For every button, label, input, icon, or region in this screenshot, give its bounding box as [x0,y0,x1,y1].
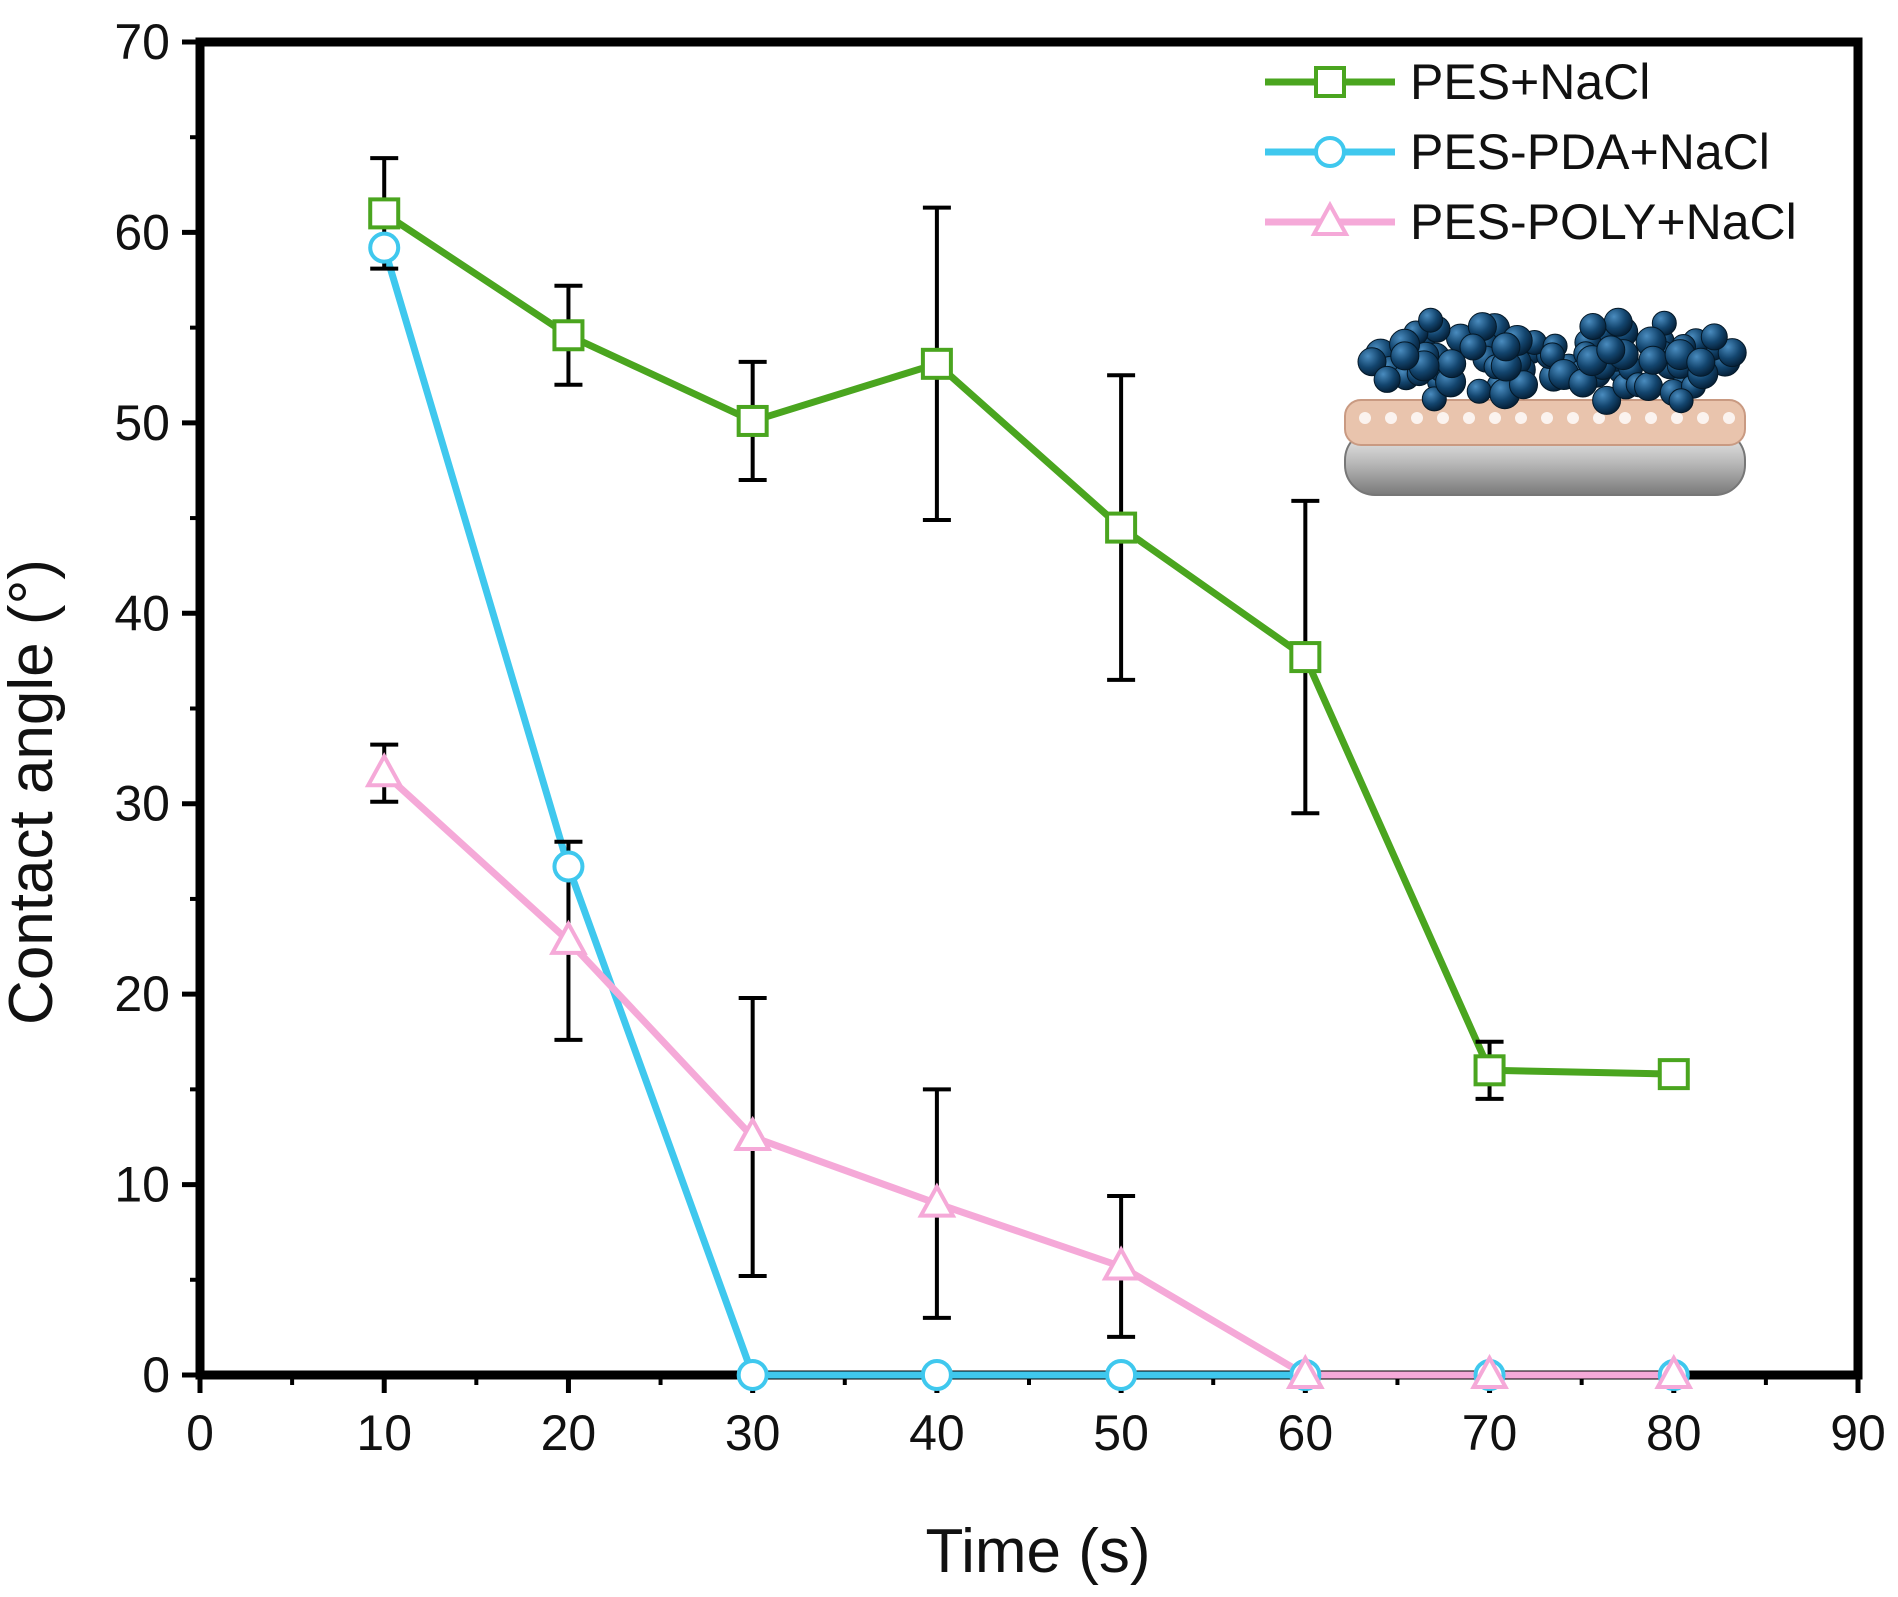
legend-marker [1310,200,1350,236]
x-tick-label: 10 [356,1405,412,1461]
y-tick-label: 30 [114,776,170,832]
y-axis-title: Contact angle (°) [0,559,66,1025]
axes: 0 10 20 30 40 50 60 70 80 90 0 10 20 30 40 50 60 70 [114,14,1885,1461]
y-tick-label: 40 [114,585,170,641]
particle-sphere [1418,307,1444,333]
particle-sphere [1717,338,1747,368]
particle-sphere [1491,332,1521,362]
data-point [364,752,404,788]
data-point [549,919,588,955]
particle-sphere [1596,335,1626,365]
data-point [1473,1054,1506,1087]
membrane-pore [1593,412,1605,424]
particle-sphere [1638,345,1668,375]
series-2 [381,770,1674,1379]
particle-sphere [1459,333,1487,361]
data-point [1105,511,1138,544]
legend-marker [1314,136,1346,168]
legend-label: PES-PDA+NaCl [1410,124,1770,180]
data-point [917,1182,957,1218]
data-point [1101,1245,1141,1281]
x-tick-label: 0 [186,1405,214,1461]
data-point [736,404,769,437]
error-bars-0 [370,156,1504,1101]
particle-sphere [1603,307,1633,337]
membrane-pore [1411,412,1423,424]
data-point [552,850,585,883]
particle-sphere [1390,341,1420,371]
y-tick-label: 70 [114,14,170,70]
membrane-pore [1463,412,1475,424]
data-point [368,231,401,264]
y-tick-label: 0 [142,1347,170,1403]
y-tick-label: 60 [114,204,170,260]
membrane-pore [1567,412,1579,424]
membrane-pore [1697,412,1709,424]
y-tick-label: 50 [114,395,170,451]
x-tick-label: 20 [541,1405,597,1461]
legend-label: PES-POLY+NaCl [1410,194,1797,250]
y-tick-label: 20 [114,966,170,1022]
x-tick-label: 30 [725,1405,781,1461]
data-point [920,1359,953,1391]
legend-marker [1314,66,1346,98]
membrane-pore [1359,412,1371,424]
data-point [1654,1353,1694,1389]
membrane-schematic-inset [1344,307,1747,496]
particle-sphere [1700,323,1728,351]
series-line [381,770,1674,1379]
membrane-pore [1723,412,1735,424]
data-point [920,347,953,380]
membrane-pore [1645,412,1657,424]
particle-sphere [1634,372,1663,401]
markers-2 [364,752,1694,1389]
membrane-pore [1515,412,1527,424]
particle-sphere [1579,313,1607,340]
data-point [733,1115,773,1151]
series-line [382,210,1674,1078]
particle-sphere [1466,378,1492,404]
data-point [552,319,585,352]
membrane-pore [1385,412,1397,424]
x-tick-label: 40 [909,1405,965,1461]
membrane-pore [1619,412,1631,424]
data-point [1470,1353,1509,1389]
membrane-pore [1489,412,1501,424]
data-point [1285,1353,1325,1389]
membrane-pore [1541,412,1553,424]
data-point [1289,641,1322,674]
legend-label: PES+NaCl [1410,54,1650,110]
particle-sphere [1592,385,1622,415]
series-0 [382,210,1674,1078]
membrane-pore [1671,412,1683,424]
error-bars-2 [370,742,1136,1339]
x-tick-label: 80 [1646,1405,1702,1461]
data-series [364,156,1694,1391]
particle-sphere [1668,388,1694,414]
markers-0 [368,197,1690,1091]
legend: PES+NaCl PES-PDA+NaCl PES-POLY+NaCl [1265,54,1797,250]
data-point [736,1359,769,1391]
particle-sphere [1373,365,1401,393]
data-point [1105,1359,1138,1391]
x-tick-label: 90 [1830,1405,1886,1461]
x-tick-label: 60 [1278,1405,1334,1461]
particle-sphere [1509,370,1538,400]
data-point [368,197,401,230]
x-tick-label: 70 [1462,1405,1518,1461]
particle-sphere [1686,347,1716,377]
x-axis-title: Time (s) [926,1517,1151,1586]
membrane-pore [1437,412,1449,424]
data-point [1657,1058,1690,1091]
x-tick-label: 50 [1093,1405,1149,1461]
y-tick-label: 10 [114,1157,170,1213]
